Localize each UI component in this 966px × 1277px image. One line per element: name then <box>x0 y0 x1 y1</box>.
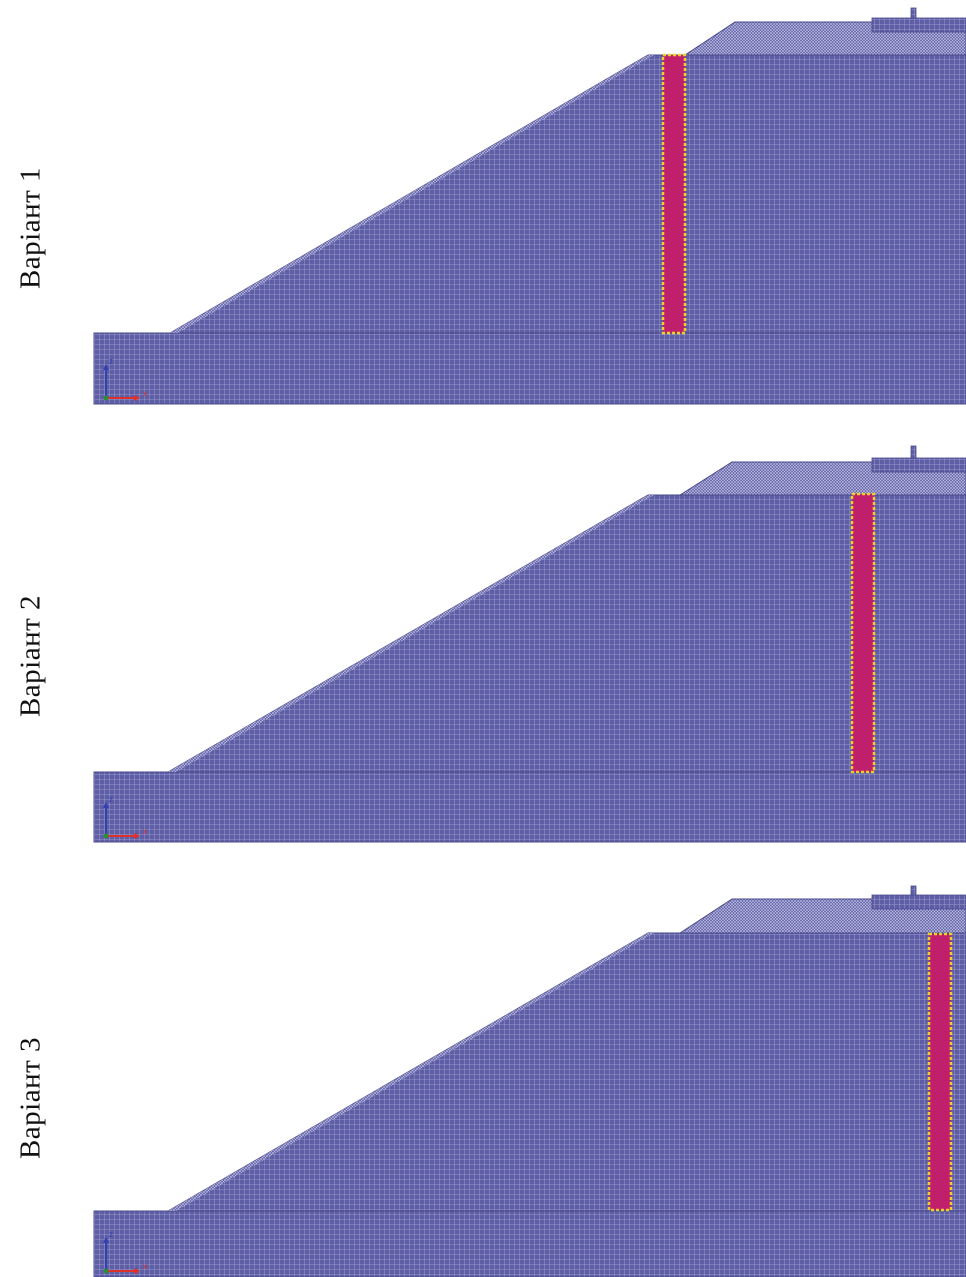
axis-z-label: z <box>109 1230 113 1239</box>
top-stub <box>910 7 917 19</box>
top-stub <box>910 445 917 459</box>
slope-surface-layer <box>168 933 654 1211</box>
highlighted-column <box>927 932 953 1212</box>
foundation-base <box>93 332 966 405</box>
axis-triad-icon: zx <box>103 795 147 839</box>
dam-body <box>166 494 966 773</box>
axis-x-label: x <box>143 389 147 398</box>
top-plate <box>871 457 966 473</box>
top-plate <box>871 17 966 33</box>
variant-3-mesh-diagram: zx <box>93 885 966 1277</box>
slope-surface-layer <box>170 55 654 333</box>
dam-body <box>168 54 966 334</box>
foundation-base <box>93 771 966 843</box>
top-plate <box>871 894 966 910</box>
top-stub <box>910 885 917 896</box>
slope-surface-layer <box>168 495 654 772</box>
axis-z-label: z <box>109 357 113 366</box>
foundation-base <box>93 1210 966 1277</box>
variant-1-mesh-diagram: zx <box>93 7 966 405</box>
axis-z-label: z <box>109 795 113 804</box>
highlighted-column <box>661 53 687 335</box>
axis-x-label: x <box>143 1262 147 1271</box>
highlighted-column <box>850 492 876 774</box>
axis-triad-icon: zx <box>103 357 147 401</box>
axis-triad-icon: zx <box>103 1230 147 1274</box>
axis-x-label: x <box>143 827 147 836</box>
dam-body <box>166 932 966 1212</box>
variant-2-mesh-diagram: zx <box>93 445 966 843</box>
